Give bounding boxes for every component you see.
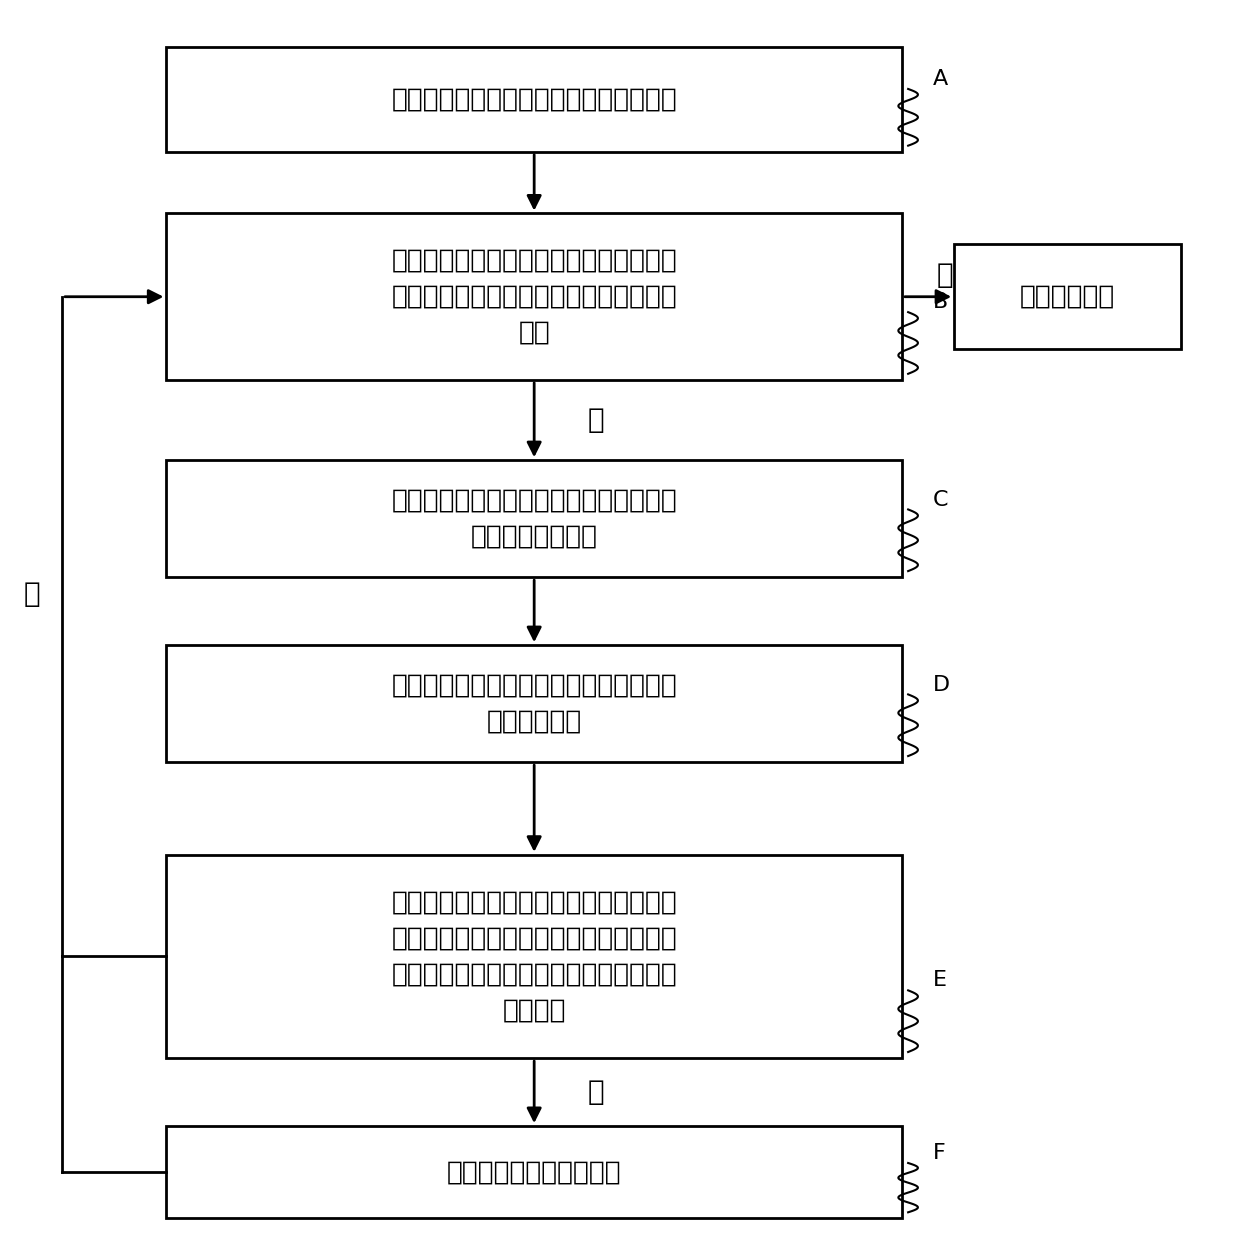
Text: D: D: [932, 675, 950, 695]
Bar: [166, 854, 901, 1059]
Text: 每个跟随机器人更新的性能函数，传送至
领航者机器人: 每个跟随机器人更新的性能函数，传送至 领航者机器人: [392, 672, 677, 734]
Bar: [166, 47, 901, 152]
Text: 每个机器人基于当前的电量根据性能函数
实时更新电量信息: 每个机器人基于当前的电量根据性能函数 实时更新电量信息: [392, 488, 677, 550]
Bar: [166, 645, 901, 762]
Bar: [166, 1126, 901, 1218]
Text: 是: 是: [588, 407, 604, 434]
Text: F: F: [932, 1143, 945, 1163]
Text: 结束编队任务: 结束编队任务: [1021, 284, 1115, 309]
Text: 多个机器人形成编队与地面基站建立通信: 多个机器人形成编队与地面基站建立通信: [392, 86, 677, 112]
Text: C: C: [932, 490, 949, 510]
Text: E: E: [932, 970, 946, 990]
Bar: [954, 244, 1180, 349]
Text: A: A: [932, 69, 947, 89]
Text: B: B: [932, 292, 947, 312]
Bar: [166, 460, 901, 577]
Text: 判断当前编队的领航者机器人的电量是否
满足所要完成领航者切换任务的最低电量
要求: 判断当前编队的领航者机器人的电量是否 满足所要完成领航者切换任务的最低电量 要求: [392, 248, 677, 345]
Bar: [166, 213, 901, 380]
Text: 否: 否: [24, 580, 40, 607]
Text: 是: 是: [588, 1079, 604, 1106]
Text: 否: 否: [936, 261, 954, 288]
Text: 领航者机器人自获得跟随者机器人传送的
性能函数中选择最优信息，判断提供最优
信息的跟随者机器人的性能函数是否满足
阈值条件: 领航者机器人自获得跟随者机器人传送的 性能函数中选择最优信息，判断提供最优 信息…: [392, 889, 677, 1024]
Text: 进行领航者机器人的替换: 进行领航者机器人的替换: [446, 1160, 621, 1185]
